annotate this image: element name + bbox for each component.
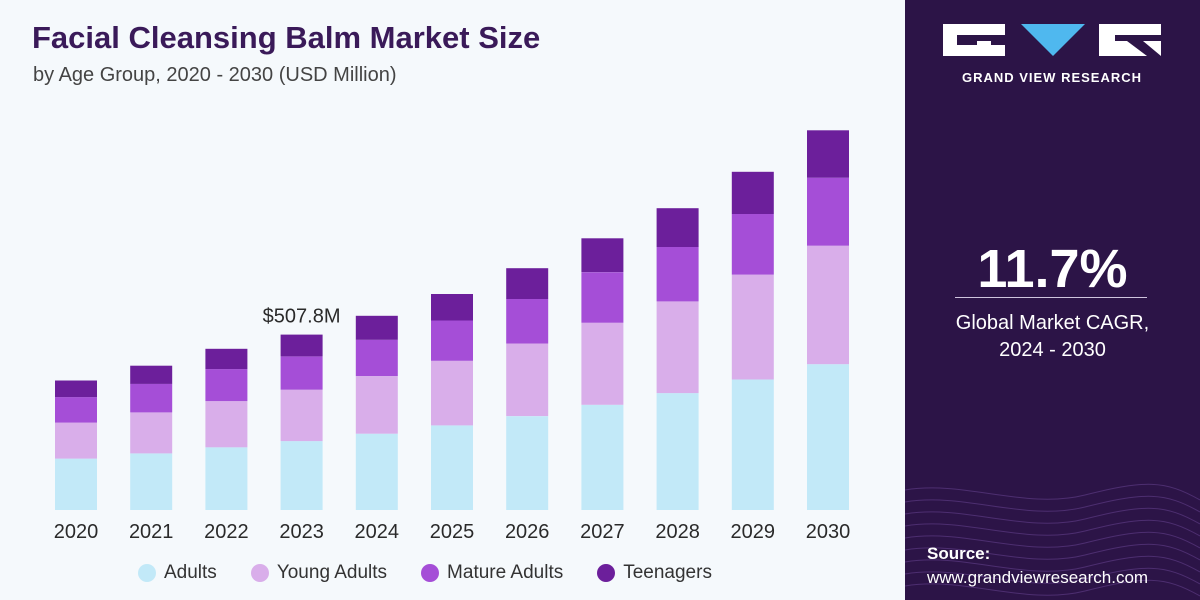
bar-teenagers-2026 xyxy=(506,268,549,299)
legend-swatch-mature-adults xyxy=(421,564,440,582)
bar-adults-2023 xyxy=(280,441,323,510)
grand-view-research-logo-icon xyxy=(943,24,1161,56)
brand-name: GRAND VIEW RESEARCH xyxy=(961,70,1143,85)
bar-adults-2026 xyxy=(506,416,549,510)
bar-young-adults-2023 xyxy=(280,389,323,442)
bar-adults-2020 xyxy=(55,458,97,510)
legend-item-young-adults: Young Adults xyxy=(250,562,388,584)
bar-teenagers-2020 xyxy=(55,380,97,398)
x-tick-2023: 2023 xyxy=(279,521,324,543)
bar-mature-adults-2029 xyxy=(731,214,774,275)
bar-teenagers-2025 xyxy=(431,294,473,321)
bar-mature-adults-2026 xyxy=(506,298,549,344)
bar-young-adults-2029 xyxy=(731,274,774,380)
bar-adults-2027 xyxy=(581,404,624,510)
bar-adults-2030 xyxy=(807,364,849,510)
legend-item-mature-adults: Mature Adults xyxy=(421,562,563,584)
bar-teenagers-2028 xyxy=(656,208,699,247)
source-link[interactable]: www.grandviewresearch.com xyxy=(927,568,1149,587)
x-tick-2029: 2029 xyxy=(731,521,776,543)
bar-mature-adults-2023 xyxy=(280,356,323,390)
chart-legend: Adults Young Adults Mature Adults Teenagers xyxy=(138,562,712,584)
bar-mature-adults-2020 xyxy=(55,397,97,423)
bar-young-adults-2027 xyxy=(581,322,624,405)
bar-young-adults-2024 xyxy=(355,376,398,434)
x-tick-2021: 2021 xyxy=(129,521,174,543)
summary-panel: GRAND VIEW RESEARCH 11.7% Global Market … xyxy=(905,0,1200,600)
chart-title: Facial Cleansing Balm Market Size xyxy=(32,20,541,55)
bar-mature-adults-2021 xyxy=(130,383,173,413)
legend-swatch-adults xyxy=(138,564,156,582)
bar-adults-2022 xyxy=(205,447,248,510)
bar-teenagers-2022 xyxy=(205,348,248,370)
bar-mature-adults-2027 xyxy=(581,272,624,323)
cagr-caption: Global Market CAGR, 2024 - 2030 xyxy=(905,310,1200,364)
stacked-bar-chart: 2020 2021 2022 $507.8M 2023 2024 2025 2026 2027 2… xyxy=(54,130,851,543)
bar-young-adults-2028 xyxy=(656,301,699,394)
bar-young-adults-2021 xyxy=(130,412,173,454)
bar-adults-2029 xyxy=(731,379,774,510)
chart-panel: Facial Cleansing Balm Market Size by Age… xyxy=(32,20,851,584)
legend-item-teenagers: Teenagers xyxy=(597,562,712,584)
legend-swatch-young-adults xyxy=(250,564,269,582)
bar-adults-2024 xyxy=(355,433,398,510)
cagr-divider xyxy=(955,297,1147,298)
x-tick-2022: 2022 xyxy=(204,521,249,543)
bar-mature-adults-2024 xyxy=(355,339,398,377)
bar-teenagers-2030 xyxy=(807,130,849,178)
x-tick-2030: 2030 xyxy=(806,521,851,543)
bar-mature-adults-2025 xyxy=(431,320,473,361)
wave-decoration xyxy=(905,483,1200,597)
bar-adults-2028 xyxy=(656,393,699,510)
bar-teenagers-2029 xyxy=(731,171,774,214)
x-tick-2026: 2026 xyxy=(505,521,550,543)
bar-adults-2021 xyxy=(130,453,173,510)
bar-young-adults-2020 xyxy=(55,422,97,459)
bar-mature-adults-2030 xyxy=(807,177,849,246)
legend-label-young-adults: Young Adults xyxy=(276,562,388,583)
x-tick-2028: 2028 xyxy=(655,521,700,543)
bar-young-adults-2026 xyxy=(506,343,549,417)
bar-teenagers-2027 xyxy=(581,238,624,273)
legend-label-teenagers: Teenagers xyxy=(623,562,712,583)
legend-swatch-teenagers xyxy=(597,564,616,582)
legend-item-adults: Adults xyxy=(138,562,217,584)
data-label-2023: $507.8M xyxy=(263,306,341,328)
x-tick-2024: 2024 xyxy=(355,521,400,543)
bar-young-adults-2025 xyxy=(431,360,473,426)
x-tick-2027: 2027 xyxy=(580,521,625,543)
bar-teenagers-2021 xyxy=(130,365,173,384)
cagr-period: 2024 - 2030 xyxy=(999,339,1106,361)
bar-teenagers-2024 xyxy=(355,315,398,340)
bar-mature-adults-2028 xyxy=(656,246,699,302)
bar-adults-2025 xyxy=(431,425,473,510)
bar-young-adults-2022 xyxy=(205,401,248,448)
source-label: Source: xyxy=(927,544,991,563)
bar-young-adults-2030 xyxy=(807,245,849,365)
x-tick-2025: 2025 xyxy=(430,521,475,543)
cagr-value: 11.7% xyxy=(977,239,1128,299)
chart-subtitle: by Age Group, 2020 - 2030 (USD Million) xyxy=(33,64,397,86)
bar-teenagers-2023 xyxy=(280,334,323,357)
legend-label-mature-adults: Mature Adults xyxy=(447,562,564,583)
bar-mature-adults-2022 xyxy=(205,369,248,402)
x-tick-2020: 2020 xyxy=(54,521,99,543)
legend-label-adults: Adults xyxy=(164,562,217,583)
cagr-label: Global Market CAGR, xyxy=(955,312,1150,334)
